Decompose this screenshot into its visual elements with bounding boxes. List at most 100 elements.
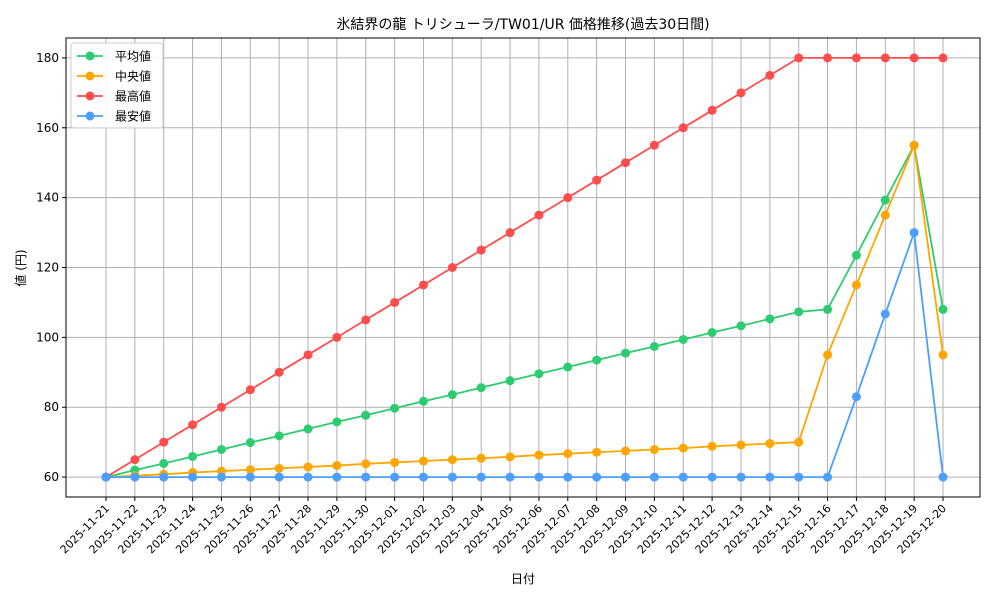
series-中央値	[101, 140, 948, 482]
data-point	[707, 472, 717, 482]
chart-title: 氷結界の龍 トリシューラ/TW01/UR 価格推移(過去30日間)	[336, 16, 709, 33]
legend-label: 最高値	[115, 89, 151, 104]
data-point	[649, 472, 659, 482]
legend-label: 最安値	[115, 109, 151, 124]
data-point	[823, 53, 833, 63]
data-point	[707, 327, 717, 337]
y-tick-label: 100	[36, 330, 59, 344]
data-point	[361, 410, 371, 420]
data-point	[678, 472, 688, 482]
data-point	[736, 321, 746, 331]
data-point	[592, 175, 602, 185]
data-point	[303, 472, 313, 482]
data-point	[332, 461, 342, 471]
y-axis-label: 値 (円)	[13, 249, 28, 286]
data-point	[880, 53, 890, 63]
data-point	[938, 53, 948, 63]
data-point	[505, 472, 515, 482]
data-point	[823, 472, 833, 482]
data-point	[447, 455, 457, 465]
series-line	[105, 57, 943, 478]
data-point	[534, 472, 544, 482]
y-tick-label: 60	[44, 470, 59, 484]
data-point	[159, 472, 169, 482]
data-point	[534, 450, 544, 460]
data-point	[938, 304, 948, 314]
data-point	[823, 350, 833, 360]
data-point	[765, 472, 775, 482]
legend-label: 中央値	[115, 69, 151, 84]
data-point	[245, 472, 255, 482]
data-point	[563, 472, 573, 482]
data-point	[418, 396, 428, 406]
series-line	[105, 141, 944, 478]
data-point	[447, 390, 457, 400]
data-point	[188, 472, 198, 482]
y-tick-label: 120	[36, 261, 59, 275]
data-point	[245, 385, 255, 395]
data-point	[274, 367, 284, 377]
data-point	[216, 402, 226, 412]
y-tick-label: 180	[36, 51, 59, 65]
y-axis-ticks: 60 80 100 120 140 160 180	[36, 51, 66, 484]
data-point	[794, 472, 804, 482]
data-point	[303, 350, 313, 360]
series-line	[105, 142, 944, 478]
y-tick-label: 140	[36, 191, 59, 205]
data-point	[563, 362, 573, 372]
data-point	[303, 424, 313, 434]
data-point	[851, 53, 861, 63]
legend-box	[70, 42, 164, 129]
data-point	[130, 472, 140, 482]
data-point	[678, 443, 688, 453]
data-point	[592, 355, 602, 365]
data-point	[880, 210, 890, 220]
y-tick-label: 160	[36, 121, 59, 135]
data-point	[794, 53, 804, 63]
data-point	[707, 441, 717, 451]
data-point	[534, 369, 544, 379]
data-point	[361, 472, 371, 482]
data-point	[476, 245, 486, 255]
data-point	[274, 431, 284, 441]
data-point	[361, 315, 371, 325]
data-point	[476, 453, 486, 463]
legend-marker	[85, 91, 95, 101]
data-point	[851, 392, 861, 402]
data-point	[505, 228, 515, 238]
grid	[66, 38, 980, 497]
x-axis-ticks: 2025-11-212025-11-222025-11-232025-11-24…	[58, 497, 949, 556]
data-point	[188, 420, 198, 430]
data-point	[505, 376, 515, 386]
data-point	[621, 446, 631, 456]
legend-marker	[85, 71, 95, 81]
data-point	[851, 250, 861, 260]
data-point	[736, 472, 746, 482]
data-point	[794, 307, 804, 317]
data-point	[418, 456, 428, 466]
data-point	[216, 472, 226, 482]
data-point	[245, 438, 255, 448]
data-point	[938, 350, 948, 360]
data-point	[390, 297, 400, 307]
data-point	[649, 140, 659, 150]
data-point	[880, 309, 890, 319]
data-point	[909, 140, 919, 150]
data-point	[216, 444, 226, 454]
data-point	[736, 440, 746, 450]
data-point	[909, 228, 919, 238]
data-point	[390, 472, 400, 482]
data-point	[765, 70, 775, 80]
data-point	[390, 457, 400, 467]
data-point	[447, 472, 457, 482]
data-point	[794, 437, 804, 447]
data-point	[678, 123, 688, 133]
data-point	[851, 280, 861, 290]
data-point	[159, 437, 169, 447]
data-point	[765, 314, 775, 324]
data-point	[447, 263, 457, 272]
data-point	[678, 334, 688, 344]
data-point	[274, 472, 284, 482]
